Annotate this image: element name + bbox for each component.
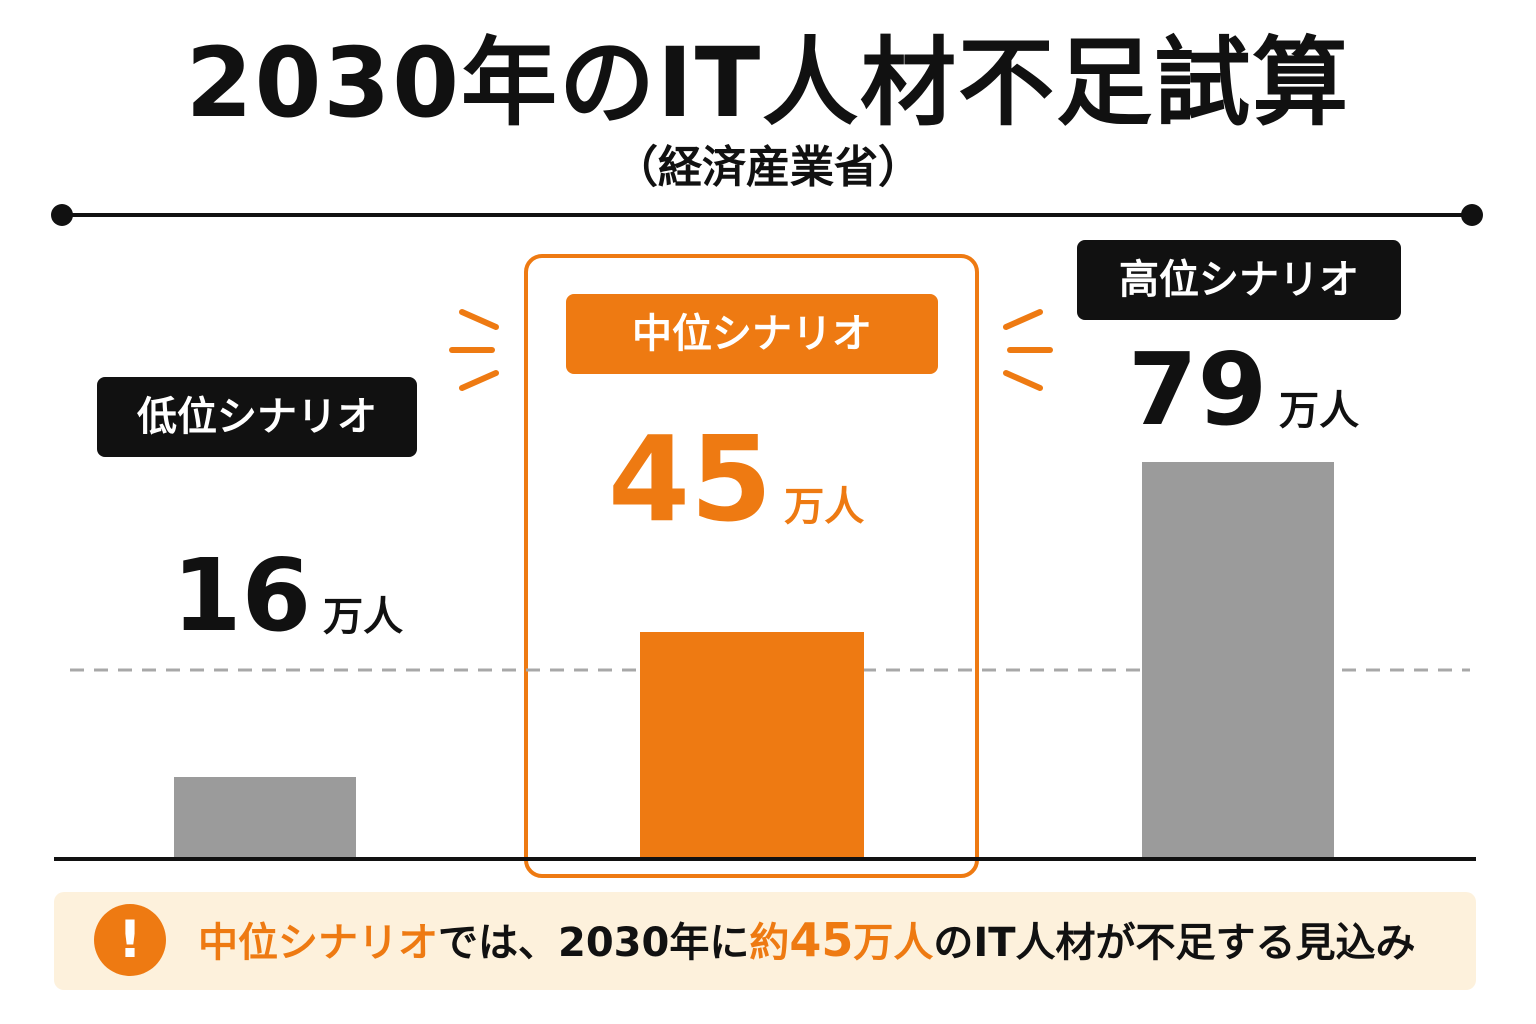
note-highlight-phrase: 中位シナリオ	[198, 920, 438, 966]
bar-high	[1142, 462, 1334, 857]
bar-low	[174, 777, 356, 857]
note-text-1: では、2030年に	[438, 920, 750, 966]
category-label-high: 高位シナリオ	[1077, 240, 1401, 320]
category-label-low: 低位シナリオ	[97, 377, 417, 457]
data-label-high-value: 79	[1128, 331, 1268, 448]
data-label-high-unit: 万人	[1279, 388, 1360, 434]
note-text-2: のIT人材が不足する見込み	[933, 920, 1416, 966]
note-text: 中位シナリオでは、2030年に約45万人のIT人材が不足する見込み	[198, 912, 1416, 971]
bar-mid	[640, 632, 864, 857]
note-box	[54, 892, 1476, 990]
divider-dot-right	[1461, 204, 1483, 226]
data-label-mid-unit: 万人	[784, 484, 865, 530]
note-approx-value: 45	[789, 913, 854, 967]
emphasis-lines-right	[1003, 309, 1053, 391]
data-label-high: 79 万人	[1128, 340, 1359, 440]
data-label-low-value: 16	[172, 537, 312, 654]
exclamation-icon: !	[94, 904, 166, 976]
note-approx-unit: 万人	[853, 920, 934, 966]
chart-title: 2030年のIT人材不足試算	[185, 27, 1351, 139]
highlight-frame	[524, 254, 979, 878]
chart-subtitle: （経済産業省）	[614, 142, 922, 193]
bars	[174, 462, 1334, 857]
data-label-mid: 45 万人	[608, 420, 864, 538]
note-approx-prefix: 約	[749, 920, 790, 966]
data-label-low-unit: 万人	[323, 594, 404, 640]
data-label-mid-value: 45	[608, 410, 773, 548]
data-label-low: 16 万人	[172, 546, 403, 646]
divider-dot-left	[51, 204, 73, 226]
category-label-mid: 中位シナリオ	[566, 294, 938, 374]
emphasis-lines-left	[449, 309, 499, 391]
